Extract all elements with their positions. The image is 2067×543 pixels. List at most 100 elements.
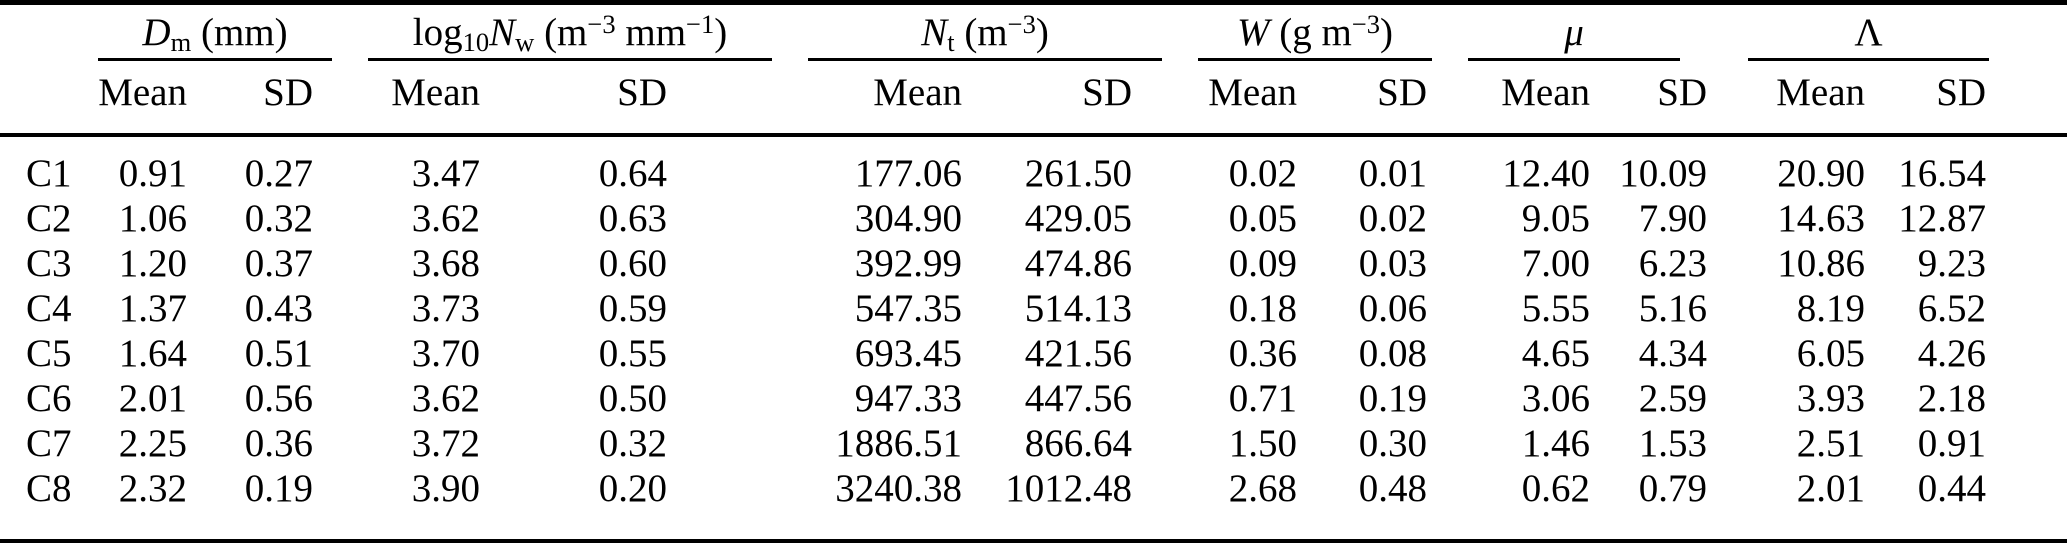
value-cell: 2.59 (1638, 377, 1708, 420)
value-cell: 0.06 (1358, 287, 1428, 330)
value-cell: 0.44 (1917, 467, 1987, 510)
value-cell: 0.05 (1228, 197, 1298, 240)
value-cell: 3.06 (1521, 377, 1591, 420)
value-cell: 3.73 (411, 287, 481, 330)
value-cell: 3.90 (411, 467, 481, 510)
value-cell: 1.53 (1638, 422, 1708, 465)
value-cell: 16.54 (1898, 152, 1987, 195)
row-label: C7 (26, 422, 72, 465)
value-cell: 1012.48 (1005, 467, 1133, 510)
row-label: C2 (26, 197, 72, 240)
row-label: C1 (26, 152, 72, 195)
col-header-mu-mean: Mean (1501, 70, 1591, 114)
value-cell: 0.02 (1358, 197, 1428, 240)
value-cell: 3.70 (411, 332, 481, 375)
value-cell: 1.37 (118, 287, 187, 330)
table-row-c7: C7 2.25 0.36 3.72 0.32 1886.51 866.64 1.… (0, 421, 2067, 466)
value-cell: 0.09 (1228, 242, 1298, 285)
value-cell: 693.45 (854, 332, 963, 375)
value-cell: 0.01 (1358, 152, 1428, 195)
row-label: C6 (26, 377, 72, 420)
value-cell: 2.68 (1228, 467, 1298, 510)
value-cell: 0.50 (598, 377, 668, 420)
value-cell: 866.64 (1024, 422, 1133, 465)
value-cell: 5.55 (1521, 287, 1591, 330)
value-cell: 3.72 (411, 422, 481, 465)
value-cell: 3.62 (411, 197, 481, 240)
value-cell: 0.59 (598, 287, 668, 330)
row-label: C5 (26, 332, 72, 375)
value-cell: 2.32 (118, 467, 187, 510)
table-row-c6: C6 2.01 0.56 3.62 0.50 947.33 447.56 0.7… (0, 376, 2067, 421)
value-cell: 514.13 (1024, 287, 1133, 330)
value-cell: 0.30 (1358, 422, 1428, 465)
col-header-lambda-sd: SD (1936, 70, 1987, 114)
value-cell: 4.65 (1521, 332, 1591, 375)
value-cell: 0.19 (244, 467, 314, 510)
value-cell: 3.47 (411, 152, 481, 195)
value-cell: 4.34 (1638, 332, 1708, 375)
group-header-nt: Nt (m−3) (790, 3, 1180, 61)
col-header-mu-sd: SD (1657, 70, 1708, 114)
value-cell: 2.25 (118, 422, 187, 465)
value-cell: 5.16 (1638, 287, 1708, 330)
table-row-c8: C8 2.32 0.19 3.90 0.20 3240.38 1012.48 2… (0, 466, 2067, 541)
stub-cell (0, 3, 80, 62)
col-header-nt-sd: SD (1082, 70, 1133, 114)
value-cell: 1.20 (118, 242, 187, 285)
row-label: C3 (26, 242, 72, 285)
value-cell: 6.23 (1638, 242, 1708, 285)
value-cell: 9.05 (1521, 197, 1591, 240)
value-cell: 0.71 (1228, 377, 1298, 420)
value-cell: 429.05 (1024, 197, 1133, 240)
value-cell: 6.05 (1796, 332, 1866, 375)
value-cell: 1.46 (1521, 422, 1591, 465)
value-cell: 1.06 (118, 197, 187, 240)
value-cell: 0.37 (244, 242, 314, 285)
group-label-lambda: Λ (1854, 11, 1883, 54)
value-cell: 0.51 (244, 332, 314, 375)
col-header-dm-mean: Mean (98, 70, 187, 114)
value-cell: 2.01 (118, 377, 187, 420)
subheader-row: Mean SD Mean SD Mean SD Mean SD Mean SD … (0, 61, 2067, 135)
col-header-log10nw-sd: SD (617, 70, 668, 114)
group-label-dm: Dm (mm) (142, 11, 288, 57)
value-cell: 0.91 (118, 152, 187, 195)
value-cell: 177.06 (854, 152, 963, 195)
value-cell: 12.87 (1898, 197, 1987, 240)
value-cell: 304.90 (854, 197, 963, 240)
table-row-c5: C5 1.64 0.51 3.70 0.55 693.45 421.56 0.3… (0, 331, 2067, 376)
table-body: C1 0.91 0.27 3.47 0.64 177.06 261.50 0.0… (0, 135, 2067, 541)
value-cell: 0.20 (598, 467, 668, 510)
value-cell: 0.48 (1358, 467, 1428, 510)
value-cell: 8.19 (1796, 287, 1866, 330)
value-cell: 0.64 (598, 152, 668, 195)
value-cell: 0.18 (1228, 287, 1298, 330)
value-cell: 261.50 (1024, 152, 1133, 195)
value-cell: 0.43 (244, 287, 314, 330)
value-cell: 3.62 (411, 377, 481, 420)
group-label-log10nw: log10Nw (m−3 mm−1) (412, 9, 728, 57)
group-header-mu: μ (1450, 3, 1730, 61)
stub-cell (0, 61, 80, 135)
value-cell: 0.60 (598, 242, 668, 285)
group-header-log10nw: log10Nw (m−3 mm−1) (350, 3, 790, 61)
value-cell: 14.63 (1777, 197, 1866, 240)
value-cell: 0.63 (598, 197, 668, 240)
value-cell: 447.56 (1024, 377, 1133, 420)
table-header: Dm (mm) log10Nw (m−3 mm−1) Nt (m−3) W (g… (0, 3, 2067, 135)
value-cell: 4.26 (1917, 332, 1987, 375)
value-cell: 3.93 (1796, 377, 1866, 420)
value-cell: 2.18 (1917, 377, 1987, 420)
value-cell: 0.32 (244, 197, 314, 240)
group-header-lambda: Λ (1730, 3, 2067, 61)
value-cell: 7.90 (1638, 197, 1708, 240)
value-cell: 0.62 (1521, 467, 1591, 510)
value-cell: 0.19 (1358, 377, 1428, 420)
table-row-c1: C1 0.91 0.27 3.47 0.64 177.06 261.50 0.0… (0, 135, 2067, 196)
value-cell: 0.55 (598, 332, 668, 375)
value-cell: 0.02 (1228, 152, 1298, 195)
table-row-c3: C3 1.20 0.37 3.68 0.60 392.99 474.86 0.0… (0, 241, 2067, 286)
value-cell: 2.51 (1796, 422, 1866, 465)
